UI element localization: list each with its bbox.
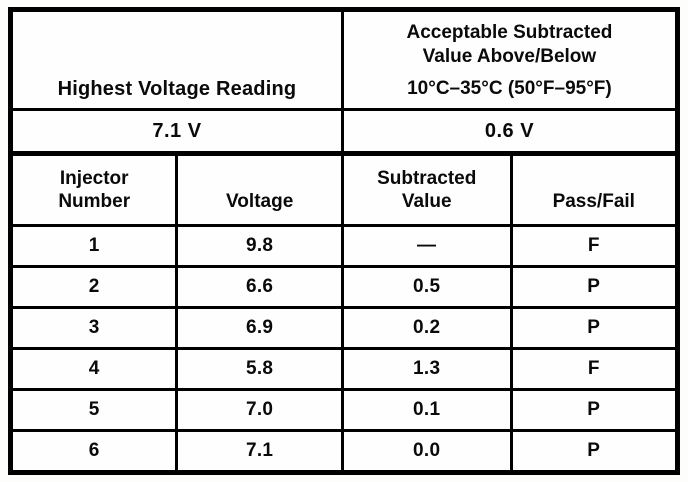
column-header-voltage: Voltage	[178, 154, 341, 224]
row-2-injector-number: 2	[13, 268, 176, 306]
voltage-header-line1: Voltage	[226, 191, 294, 212]
column-header-injector-number: Injector Number	[13, 154, 176, 224]
subtracted-header-line1: Subtracted	[377, 168, 477, 189]
acceptable-header-line1: Acceptable Subtracted	[406, 22, 613, 43]
injector-voltage-test-table: Highest Voltage Reading Acceptable Subtr…	[8, 7, 680, 475]
acceptable-header-lines: Acceptable Subtracted Value Above/Below	[406, 21, 612, 69]
row-3-injector-number: 3	[13, 309, 176, 347]
column-header-pass-fail: Pass/Fail	[512, 154, 675, 224]
row-1-voltage: 9.8	[178, 227, 341, 265]
pass-fail-header-line1: Pass/Fail	[552, 191, 635, 212]
row-4-pass-fail: F	[512, 350, 675, 388]
highest-voltage-value: 7.1 V	[13, 111, 341, 151]
column-header-subtracted-value: Subtracted Value	[343, 154, 510, 224]
row-5-injector-number: 5	[13, 391, 176, 429]
row-1-pass-fail: F	[512, 227, 675, 265]
row-2-subtracted-value: 0.5	[343, 268, 510, 306]
subtracted-header-line2: Value	[401, 191, 452, 212]
acceptable-subtracted-value-header: Acceptable Subtracted Value Above/Below …	[343, 12, 675, 108]
row-5-pass-fail: P	[512, 391, 675, 429]
row-4-subtracted-value: 1.3	[343, 350, 510, 388]
row-4-injector-number: 4	[13, 350, 176, 388]
row-1-subtracted-value: —	[343, 227, 510, 265]
row-6-injector-number: 6	[13, 432, 176, 470]
row-3-subtracted-value: 0.2	[343, 309, 510, 347]
row-5-subtracted-value: 0.1	[343, 391, 510, 429]
highest-voltage-reading-label: Highest Voltage Reading	[57, 78, 297, 100]
injector-header-line2: Number	[58, 191, 131, 212]
row-6-subtracted-value: 0.0	[343, 432, 510, 470]
row-1-injector-number: 1	[13, 227, 176, 265]
row-6-voltage: 7.1	[178, 432, 341, 470]
acceptable-header-line2: Value Above/Below	[422, 46, 597, 67]
temperature-range-label: 10°C–35°C (50°F–95°F)	[407, 78, 612, 99]
row-3-voltage: 6.9	[178, 309, 341, 347]
row-2-voltage: 6.6	[178, 268, 341, 306]
highest-voltage-reading-header: Highest Voltage Reading	[13, 12, 341, 108]
row-3-pass-fail: P	[512, 309, 675, 347]
row-6-pass-fail: P	[512, 432, 675, 470]
injector-header-line1: Injector	[59, 168, 129, 189]
row-5-voltage: 7.0	[178, 391, 341, 429]
row-4-voltage: 5.8	[178, 350, 341, 388]
row-2-pass-fail: P	[512, 268, 675, 306]
acceptable-subtracted-value: 0.6 V	[343, 111, 675, 151]
